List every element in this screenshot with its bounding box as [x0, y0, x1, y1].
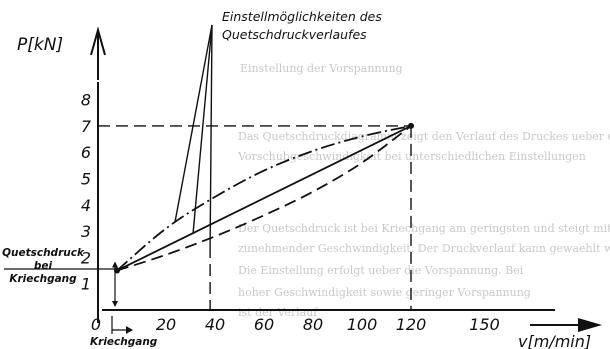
y-tick-label: 6	[81, 143, 91, 162]
background-text-line: hoher Geschwindigkeit sowie geringer Vor…	[238, 286, 531, 299]
x-axis-label: v[m/min]	[518, 332, 591, 349]
quetschdruck-dim-arrow-up	[112, 261, 118, 268]
y-tick-label: 4	[81, 196, 91, 215]
reference-lines	[98, 125, 412, 310]
background-text-line: Das Quetschdruckdiagramm zeigt den Verla…	[238, 130, 610, 143]
settings-leader-line	[192, 24, 213, 235]
settings-leader-line	[174, 24, 213, 223]
background-text-line: Einstellung der Vorspannung	[240, 62, 403, 75]
x-tick-label: 40	[205, 315, 225, 334]
y-axis-label: P[kN]	[17, 35, 63, 55]
settings-annotation-line2: Quetschdruckverlaufes	[222, 27, 367, 42]
background-text: Einstellung der Vorspannung Das Quetschdr…	[237, 62, 610, 319]
kriechgang-label: Kriechgang	[90, 336, 158, 348]
background-text-line: Die Einstellung erfolgt ueber die Vorspa…	[238, 264, 524, 277]
quetschdruck-label-line3: Kriechgang	[9, 273, 77, 285]
y-tick-label: 3	[81, 222, 91, 241]
x-tick-label: 60	[254, 315, 274, 334]
background-text-line: zunehmender Geschwindigkeit. Der Druckve…	[238, 242, 610, 255]
kriechgang-dim-arrow	[126, 326, 133, 334]
x-tick-label: 100	[347, 315, 378, 334]
x-axis-arrow	[578, 318, 602, 332]
series-line-dash-dot	[116, 125, 412, 272]
axes	[90, 26, 602, 332]
y-tick-label: 8	[81, 91, 91, 110]
quetschdruck-dim-arrow-down	[112, 301, 118, 307]
x-tick-label: 120	[396, 315, 427, 334]
background-text-line: Vorschubgeschwindigkeit bei unterschiedl…	[237, 150, 586, 163]
annotations: Einstellmöglichkeiten des Quetschdruckver…	[2, 9, 382, 348]
background-text-line: Der Quetschdruck ist bei Kriechgang am g…	[238, 222, 610, 235]
quetschdruck-label-line1: Quetschdruck	[2, 247, 85, 259]
quetschdruck-label-line2: bei	[34, 260, 53, 272]
series-line-solid	[116, 125, 412, 272]
x-tick-label: 20	[156, 315, 176, 334]
x-tick-label: 0	[91, 315, 101, 334]
end-point-marker	[408, 122, 414, 129]
settings-leader-line	[209, 24, 213, 247]
settings-annotation-line1: Einstellmöglichkeiten des	[222, 9, 382, 24]
x-tick-label: 80	[303, 315, 323, 334]
y-tick-label: 1	[81, 275, 91, 294]
y-tick-label: 7	[81, 117, 92, 136]
x-tick-label: 150	[469, 315, 500, 334]
y-tick-label: 5	[81, 170, 91, 189]
y-tick-label: 2	[81, 248, 91, 267]
